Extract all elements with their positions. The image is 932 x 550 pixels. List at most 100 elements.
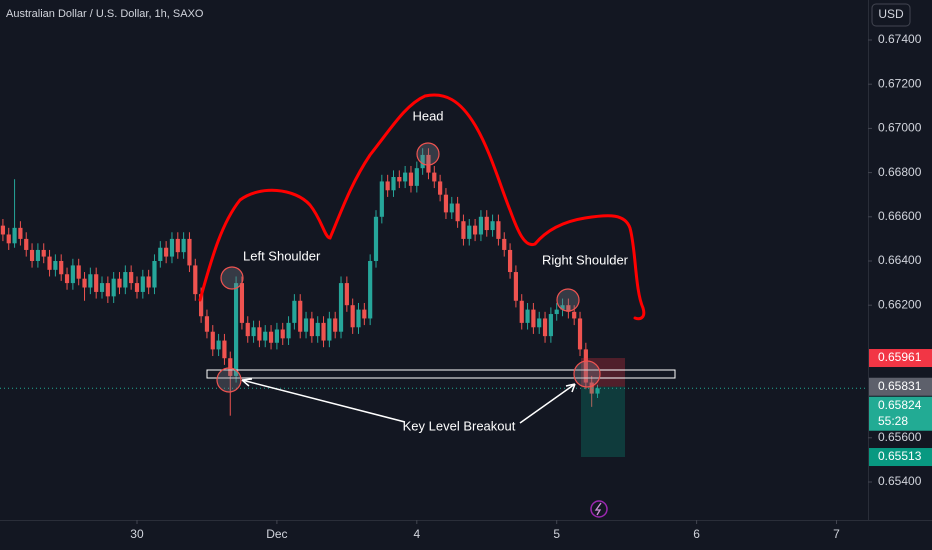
candle-body <box>35 249 40 261</box>
candle-body <box>286 322 291 339</box>
candle-body <box>257 327 262 341</box>
x-tick-label: 4 <box>413 527 420 541</box>
candle-body <box>298 300 303 332</box>
candle-body <box>577 318 583 350</box>
y-tick-label: 0.67000 <box>878 121 922 135</box>
annotation: Key Level Breakout <box>403 418 516 433</box>
candle-body <box>175 238 180 253</box>
candle-body <box>245 322 250 337</box>
candle-body <box>88 274 93 288</box>
candle-body <box>12 227 17 244</box>
candle-body <box>193 265 198 295</box>
candle-body <box>420 154 425 169</box>
y-tick-label: 0.66200 <box>878 297 922 311</box>
candle-body <box>134 283 140 292</box>
candle-body <box>362 309 367 319</box>
candle-body <box>438 181 443 195</box>
risk-zone <box>581 358 625 387</box>
candle-body <box>29 249 35 261</box>
price-tag-label: 0.65961 <box>878 350 922 364</box>
candle-body <box>490 221 495 231</box>
price-tag-label: 0.65831 <box>878 379 922 393</box>
candle-body <box>368 260 373 319</box>
candle-body <box>216 340 221 350</box>
candle-body <box>199 294 204 317</box>
candle-body <box>280 329 285 339</box>
alert-icon[interactable] <box>590 500 608 518</box>
candle-body <box>519 300 524 323</box>
price-tag <box>869 448 932 467</box>
candle-body <box>24 238 29 250</box>
candle-body <box>344 283 349 306</box>
candle-body <box>513 272 519 301</box>
y-tick-label: 0.65400 <box>878 474 922 488</box>
candle-body <box>263 331 268 341</box>
annotation: Right Shoulder <box>542 252 629 267</box>
candle-body <box>123 272 128 288</box>
arrow <box>519 383 576 424</box>
candle-body <box>152 260 157 288</box>
chart-title: Australian Dollar / U.S. Dollar, 1h, SAX… <box>6 8 204 20</box>
price-tag-label: 0.65824 <box>878 398 922 412</box>
x-tick-label: 30 <box>130 527 144 541</box>
candle-body <box>554 309 559 315</box>
candle-body <box>268 331 274 343</box>
candle-body <box>461 221 466 239</box>
y-tick-label: 0.65600 <box>878 430 922 444</box>
x-tick-label: 5 <box>553 527 560 541</box>
annotation: Left Shoulder <box>243 248 321 263</box>
currency-button[interactable] <box>871 3 911 27</box>
candle-body <box>507 249 513 273</box>
candle-body <box>0 225 6 235</box>
candle-body <box>222 340 227 359</box>
candle-body <box>292 300 297 323</box>
candles <box>0 148 868 458</box>
candle-body <box>303 318 309 332</box>
candle-body <box>41 249 46 257</box>
candle-body <box>356 309 361 328</box>
candle-body <box>6 234 11 244</box>
reward-zone <box>581 386 625 458</box>
candle-body <box>140 276 145 292</box>
candle-body <box>239 283 245 323</box>
candle-body <box>408 172 414 186</box>
candle-body <box>59 260 64 275</box>
candle-body <box>548 314 553 337</box>
candle-body <box>169 238 175 257</box>
candle-body <box>391 177 396 191</box>
candle-body <box>496 221 501 239</box>
price-tag <box>869 377 932 396</box>
highlight-circle <box>556 288 580 312</box>
candle-body <box>560 305 565 310</box>
candle-body <box>467 225 472 239</box>
candle-body <box>397 177 402 182</box>
candle-body <box>333 318 338 332</box>
candle-body <box>327 318 332 341</box>
candle-body <box>129 272 134 284</box>
price-tag-label: 0.65513 <box>878 449 922 463</box>
highlight-circle <box>416 142 440 166</box>
currency-label: USD <box>878 7 904 21</box>
candle-body <box>309 318 314 337</box>
candle-body <box>595 388 600 394</box>
x-tick-label: 6 <box>693 527 700 541</box>
candle-body <box>181 238 186 253</box>
candle-body <box>158 247 163 261</box>
key-level-box <box>206 369 676 379</box>
candle-body <box>53 260 58 270</box>
price-tag <box>869 396 932 431</box>
candle-body <box>531 309 536 328</box>
candle-body <box>338 283 344 332</box>
candle-body <box>502 238 507 250</box>
y-tick-label: 0.67200 <box>878 76 922 90</box>
x-tick-label: Dec <box>266 527 287 541</box>
candle-body <box>566 305 571 312</box>
candle-body <box>455 203 460 222</box>
candle-body <box>385 181 390 191</box>
candle-body <box>70 265 75 284</box>
candle-body <box>572 311 577 319</box>
candle-body <box>233 283 239 376</box>
candle-body <box>478 216 484 235</box>
candle-body <box>47 256 52 270</box>
candle-body <box>204 316 210 332</box>
